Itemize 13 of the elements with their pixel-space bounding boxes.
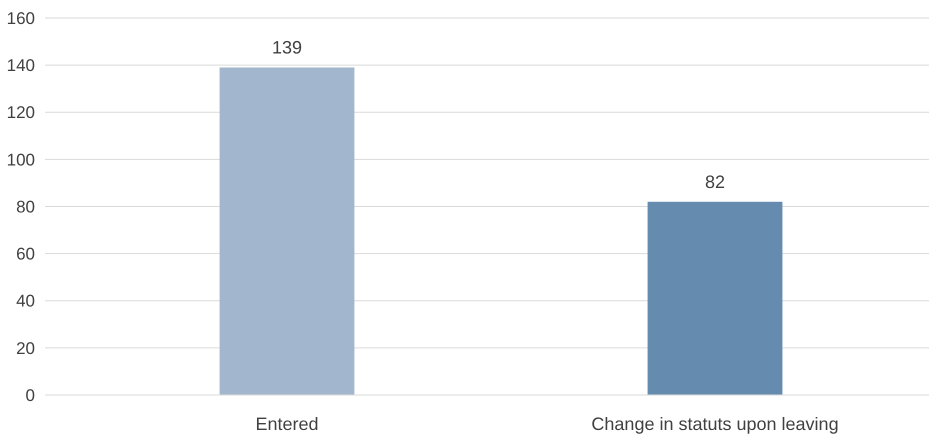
y-tick-label: 0 xyxy=(26,386,35,405)
data-label: 139 xyxy=(272,37,302,58)
data-label: 82 xyxy=(704,172,726,192)
y-tick-label: 160 xyxy=(6,8,35,28)
x-tick-label: Change in statuts upon leaving xyxy=(591,414,839,434)
y-tick-label: 40 xyxy=(16,292,35,311)
y-tick-label: 100 xyxy=(6,150,35,170)
y-tick-label: 140 xyxy=(6,56,35,76)
x-tick-label: Entered xyxy=(255,414,319,434)
y-tick-label: 80 xyxy=(16,197,35,216)
y-tick-label: 120 xyxy=(6,103,35,122)
y-tick-label: 20 xyxy=(16,338,35,358)
y-tick-label: 60 xyxy=(16,244,35,264)
